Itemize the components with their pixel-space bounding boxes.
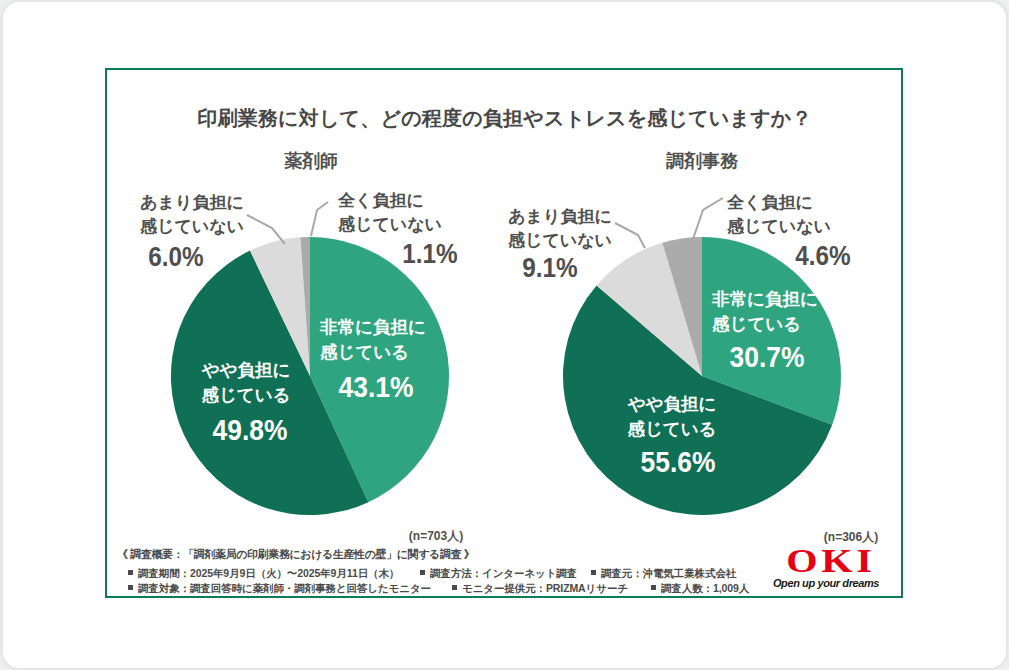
slice-percent: 1.1% — [402, 239, 457, 270]
bullet-icon — [420, 570, 425, 575]
oki-logo: OKI Open up your dreams — [783, 547, 879, 589]
slice-percent: 43.1% — [339, 370, 414, 404]
bullet-icon — [128, 585, 133, 590]
slice-percent: 6.0% — [148, 242, 203, 273]
bullet-icon — [651, 585, 656, 590]
survey-method: 調査方法：インターネット調査 — [420, 567, 577, 581]
sample-size-label: (n=703人) — [409, 528, 463, 545]
chart-subtitle: 薬剤師 — [284, 149, 338, 173]
leader-line — [615, 223, 645, 248]
survey-period: 調査期間：2025年9月9日（火）〜2025年9月11日（木） — [128, 567, 399, 581]
chart-subtitle: 調剤事務 — [666, 149, 738, 173]
leader-line — [311, 202, 328, 236]
slice-percent: 49.8% — [213, 413, 288, 447]
bullet-icon — [452, 585, 457, 590]
slice-label: 非常に負担に感じている — [320, 315, 426, 365]
slice-label: あまり負担に感じていない — [508, 205, 612, 253]
slice-label: あまり負担に感じていない — [140, 191, 244, 239]
slice-label: やや負担に感じている — [201, 358, 290, 408]
slice-percent: 4.6% — [795, 241, 850, 272]
survey-source: 調査元：沖電気工業株式会社 — [591, 567, 736, 581]
slice-label: 全く負担に感じていない — [338, 189, 442, 237]
bullet-icon — [591, 570, 596, 575]
leader-line — [693, 198, 723, 239]
slice-label: 全く負担に感じていない — [727, 191, 831, 239]
slice-percent: 55.6% — [641, 445, 716, 479]
leader-line — [247, 215, 285, 244]
oki-logo-text: OKI — [772, 547, 889, 575]
survey-target: 調査対象：調査回答時に薬剤師・調剤事務と回答したモニター — [128, 582, 431, 596]
bullet-icon — [128, 570, 133, 575]
survey-summary: 《 調査概要：「調剤薬局の印刷業務における生産性の壁」に関する調査 》 — [117, 547, 474, 562]
survey-monitor: モニター提供元：PRIZMAリサーチ — [452, 582, 628, 596]
slice-label: 非常に負担に感じている — [712, 287, 818, 337]
slice-percent: 9.1% — [522, 253, 577, 284]
slice-label: やや負担に感じている — [627, 392, 716, 442]
survey-count: 調査人数：1,009人 — [651, 582, 749, 596]
slice-percent: 30.7% — [730, 340, 805, 374]
